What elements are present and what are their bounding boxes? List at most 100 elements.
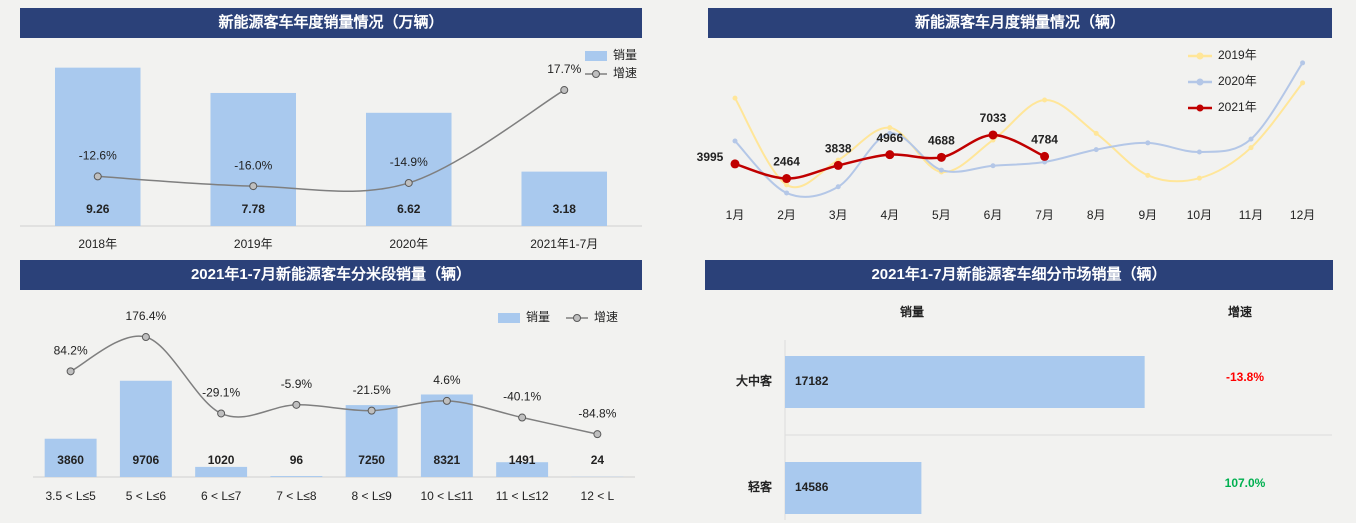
- bar: [420, 394, 473, 477]
- series-point: [730, 159, 740, 169]
- category-label: 轻客: [748, 479, 773, 494]
- series-point: [782, 174, 792, 184]
- series-point: [1093, 130, 1099, 136]
- series-point: [1040, 151, 1050, 161]
- data-label: 84.2%: [54, 343, 88, 357]
- x-tick-label: 8 < L≤9: [351, 489, 392, 503]
- series-point: [732, 138, 738, 144]
- data-label: 14586: [795, 480, 829, 494]
- data-label: 17182: [795, 374, 829, 388]
- series-point: [887, 125, 893, 131]
- data-label: 176.4%: [126, 309, 167, 323]
- x-tick-label: 3.5 < L≤5: [45, 489, 96, 503]
- series-point: [835, 184, 841, 190]
- x-tick-label: 12 < L: [581, 489, 615, 503]
- data-label: -29.1%: [202, 386, 240, 400]
- title-bar: [20, 8, 642, 38]
- x-tick-label: 8月: [1087, 208, 1106, 222]
- legend-label: 销量: [613, 48, 637, 62]
- legend-label: 2021年: [1218, 100, 1257, 114]
- data-label: 3995: [697, 150, 724, 164]
- x-tick-label: 11月: [1239, 208, 1263, 222]
- data-label: -84.8%: [578, 406, 616, 420]
- legend-label: 销量: [526, 310, 550, 324]
- x-tick-label: 7月: [1035, 208, 1054, 222]
- data-label: 4966: [876, 131, 903, 145]
- bar: [44, 438, 97, 477]
- bar: [195, 466, 248, 477]
- series-point: [1042, 97, 1048, 103]
- data-label: 9.26: [86, 202, 110, 216]
- data-label: 2464: [773, 155, 800, 169]
- column-header: 增速: [1228, 304, 1252, 319]
- data-label: 3860: [57, 453, 84, 467]
- legend-swatch: [573, 314, 581, 322]
- growth-label: 107.0%: [1225, 476, 1266, 490]
- bar: [54, 67, 141, 227]
- x-tick-label: 2018年: [78, 237, 117, 251]
- growth-point: [141, 333, 150, 342]
- series-line: [734, 62, 1304, 198]
- bar: [521, 171, 608, 226]
- category-label: 大中客: [736, 373, 773, 388]
- series-point: [833, 160, 843, 170]
- legend-swatch: [1196, 104, 1204, 112]
- x-tick-label: 2021年1-7月: [530, 237, 598, 251]
- data-label: -12.6%: [79, 149, 117, 163]
- data-label: 4688: [928, 133, 955, 147]
- data-label: 17.7%: [547, 62, 581, 76]
- growth-point: [404, 178, 413, 187]
- data-label: -5.9%: [281, 377, 313, 391]
- data-label: 1491: [509, 453, 536, 467]
- x-tick-label: 9月: [1138, 208, 1157, 222]
- bar: [785, 462, 922, 514]
- data-label: 1020: [208, 453, 235, 467]
- legend-label: 增速: [613, 66, 637, 80]
- data-label: 7.78: [242, 202, 266, 216]
- legend-swatch: [1196, 78, 1204, 86]
- growth-point: [249, 182, 258, 191]
- chart-title: 新能源客车月度销量情况（辆）: [915, 13, 1125, 31]
- title-bar: [705, 260, 1333, 290]
- x-tick-label: 11 < L≤12: [496, 489, 549, 503]
- x-tick-label: 7 < L≤8: [276, 489, 317, 503]
- data-label: 96: [290, 453, 304, 467]
- data-label: -21.5%: [353, 383, 391, 397]
- x-tick-label: 10 < L≤11: [421, 489, 474, 503]
- growth-point: [93, 172, 102, 181]
- series-point: [1093, 147, 1099, 153]
- series-point: [1300, 80, 1306, 86]
- data-label: 7033: [980, 111, 1007, 125]
- growth-point: [593, 430, 602, 439]
- data-label: -16.0%: [234, 158, 272, 172]
- x-tick-label: 5月: [932, 208, 951, 222]
- bar: [496, 462, 549, 477]
- x-tick-label: 2019年: [234, 237, 273, 251]
- x-tick-label: 6月: [984, 208, 1003, 222]
- x-tick-label: 2020年: [389, 237, 428, 251]
- bar: [785, 356, 1145, 408]
- x-tick-label: 6 < L≤7: [201, 489, 242, 503]
- title-bar: [20, 260, 642, 290]
- series-point: [988, 130, 998, 140]
- series-point: [885, 150, 895, 160]
- bar: [365, 112, 452, 226]
- series-point: [1248, 136, 1254, 142]
- series-point: [732, 95, 738, 101]
- x-tick-label: 2月: [777, 208, 796, 222]
- data-label: 8321: [434, 453, 461, 467]
- data-label: 3838: [825, 142, 852, 156]
- x-tick-label: 1月: [726, 208, 745, 222]
- growth-point: [367, 406, 376, 415]
- bar: [210, 92, 297, 226]
- growth-point: [442, 396, 451, 405]
- data-label: -40.1%: [503, 390, 541, 404]
- series-point: [1145, 140, 1151, 146]
- series-line: [734, 82, 1304, 189]
- chart-title: 新能源客车年度销量情况（万辆）: [218, 13, 443, 31]
- x-tick-label: 12月: [1290, 208, 1315, 222]
- growth-point: [560, 86, 569, 95]
- series-point: [1196, 149, 1202, 155]
- series-point: [887, 130, 893, 136]
